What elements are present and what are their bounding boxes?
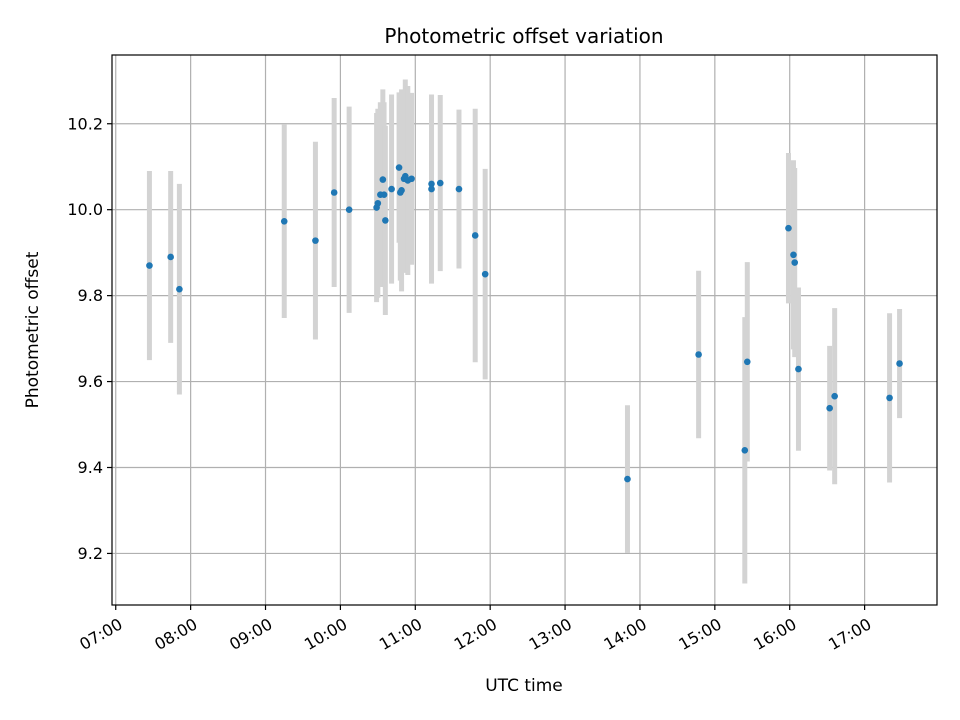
data-point <box>280 217 288 225</box>
data-point <box>743 358 751 366</box>
data-point <box>455 185 463 193</box>
y-tick-label: 9.2 <box>78 544 103 563</box>
data-point <box>345 206 353 213</box>
y-tick-label: 10.0 <box>67 200 103 219</box>
data-point <box>791 259 799 266</box>
y-tick-label: 10.2 <box>67 114 103 133</box>
data-point <box>374 199 382 207</box>
data-point <box>695 351 702 358</box>
chart-title: Photometric offset variation <box>384 24 663 48</box>
data-point <box>790 251 797 259</box>
data-point <box>886 394 893 402</box>
data-point <box>408 175 415 183</box>
data-point <box>382 217 389 224</box>
data-points <box>146 164 903 483</box>
y-axis-label: Photometric offset <box>23 251 43 408</box>
data-point <box>785 224 792 232</box>
data-point <box>146 262 153 269</box>
x-axis-label: UTC time <box>485 676 563 696</box>
data-point <box>624 475 631 483</box>
y-tick-label: 9.4 <box>78 458 103 477</box>
data-point <box>481 270 489 278</box>
data-point <box>380 191 388 198</box>
data-point <box>379 176 387 183</box>
data-point <box>826 404 833 412</box>
data-point <box>831 392 838 400</box>
data-point <box>741 447 749 454</box>
data-point <box>395 164 403 171</box>
plot-frame <box>111 54 938 606</box>
data-point <box>795 365 802 373</box>
data-point <box>896 360 903 367</box>
data-point <box>436 179 444 187</box>
data-point <box>428 185 435 193</box>
y-tick-label: 9.6 <box>78 372 103 391</box>
y-tick-label: 9.8 <box>78 286 103 305</box>
data-point <box>167 253 174 261</box>
data-point <box>176 285 183 293</box>
data-point <box>471 232 479 239</box>
data-point <box>398 187 405 194</box>
data-point <box>428 180 435 188</box>
data-point <box>388 185 395 193</box>
data-point <box>312 237 319 244</box>
data-point <box>330 189 338 196</box>
